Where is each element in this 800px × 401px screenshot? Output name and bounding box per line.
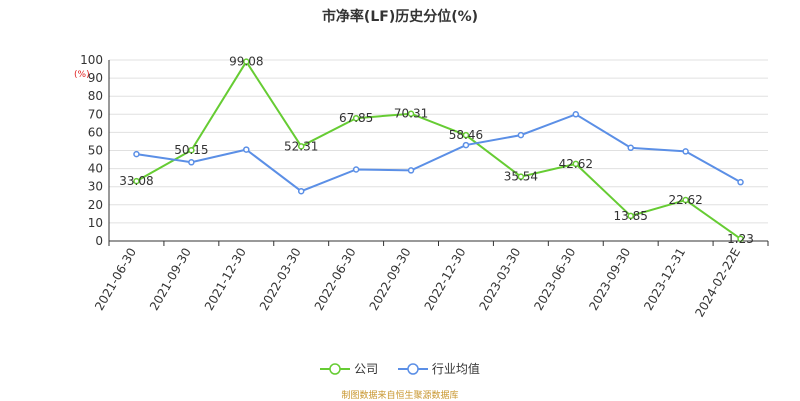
series-line-0: [135, 59, 742, 240]
legend-item-industry[interactable]: 行业均值: [397, 360, 480, 377]
chart-title: 市净率(LF)历史分位(%): [321, 9, 479, 25]
legend-label-industry: 行业均值: [431, 362, 480, 376]
y-axis-unit: (%): [74, 70, 90, 80]
data-point: [297, 143, 305, 150]
y-tick-label: 30: [88, 180, 103, 194]
data-point: [682, 196, 689, 204]
series-line-1: [136, 113, 742, 193]
x-tick-label: 2021-12-30: [202, 246, 249, 313]
y-tick-label: 20: [88, 198, 103, 212]
legend-item-company[interactable]: 公司: [320, 360, 378, 377]
data-point: [682, 148, 689, 155]
data-point: [133, 150, 140, 158]
y-tick-label: 90: [88, 71, 103, 85]
data-label: 35.54: [504, 170, 538, 184]
x-tick-label: 2023-12-31: [641, 246, 688, 313]
y-tick-label: 40: [88, 162, 103, 176]
data-point: [572, 111, 580, 118]
legend-line-icon: [320, 362, 351, 375]
x-tick-label: 2022-12-30: [422, 246, 469, 313]
x-tick-label: 2024-02-22E: [692, 246, 743, 320]
data-point: [188, 146, 195, 154]
data-point: [188, 159, 195, 166]
data-point: [627, 212, 634, 220]
x-tick-label: 2023-09-30: [586, 246, 633, 313]
y-tick-label: 60: [88, 125, 103, 139]
data-point: [572, 160, 580, 168]
y-tick-label: 100: [80, 53, 103, 67]
data-point: [352, 166, 360, 173]
legend-label-company: 公司: [354, 362, 379, 376]
y-tick-label: 10: [88, 216, 103, 230]
data-point: [462, 131, 470, 139]
data-point: [297, 187, 305, 195]
data-point: [243, 58, 250, 65]
data-point: [243, 146, 250, 153]
y-tick-label: 50: [88, 144, 103, 158]
y-tick-label: 80: [88, 89, 103, 103]
data-label: 22.62: [668, 193, 702, 207]
y-tick-label: 0: [95, 234, 103, 248]
data-label: 50.15: [174, 143, 208, 157]
data-point: [407, 110, 415, 117]
x-tick-label: 2021-09-30: [147, 246, 194, 313]
data-point: [737, 235, 744, 243]
source-note: 制图数据来自恒生聚源数据库: [341, 391, 459, 401]
x-tick-label: 2023-06-30: [531, 246, 578, 313]
data-point: [133, 177, 140, 185]
x-tick-label: 2022-09-30: [367, 246, 414, 313]
data-label: 42.62: [559, 157, 593, 171]
data-point: [462, 141, 470, 149]
y-tick-label: 70: [88, 107, 103, 121]
data-point: [627, 144, 634, 152]
data-point: [352, 114, 360, 122]
data-point: [517, 173, 525, 180]
data-label: 33.08: [119, 174, 153, 188]
data-label: 99.08: [229, 55, 263, 69]
data-label: 70.31: [394, 107, 428, 121]
data-point: [737, 178, 744, 186]
x-tick-label: 2023-03-30: [476, 246, 523, 313]
data-label: 1.23: [727, 232, 754, 246]
data-label: 67.85: [339, 111, 373, 125]
x-tick-label: 2022-06-30: [312, 246, 359, 313]
x-tick-label: 2022-03-30: [257, 246, 304, 313]
data-label: 58.46: [449, 128, 483, 142]
data-label: 13.85: [614, 209, 648, 223]
data-point: [517, 131, 525, 139]
data-label: 52.31: [284, 139, 318, 153]
legend: 公司 行业均值: [0, 360, 800, 378]
data-point: [407, 167, 415, 174]
legend-line-icon: [397, 362, 428, 375]
x-tick-label: 2021-06-30: [92, 246, 139, 313]
